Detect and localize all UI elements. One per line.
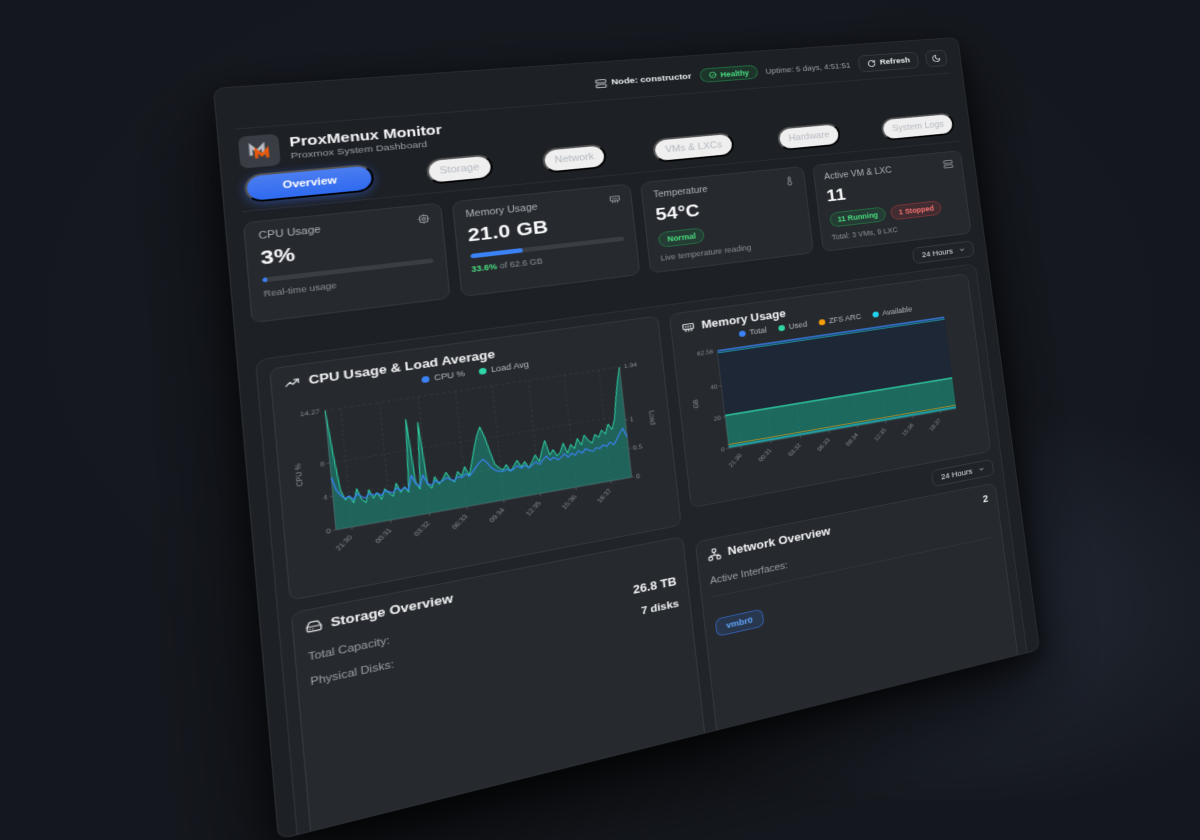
node-indicator: Node: constructor xyxy=(594,72,692,89)
memory-time-range-value: 24 Hours xyxy=(940,467,972,481)
proxmenux-logo xyxy=(238,134,281,169)
storage-capacity-label: Total Capacity: xyxy=(308,635,391,664)
tab-storage[interactable]: Storage xyxy=(425,154,493,185)
refresh-icon xyxy=(866,59,876,68)
svg-text:20: 20 xyxy=(713,414,721,422)
health-status-badge: Healthy xyxy=(699,65,758,83)
storage-capacity-value: 26.8 TB xyxy=(633,575,678,597)
svg-text:62.56: 62.56 xyxy=(696,348,713,357)
svg-text:03:32: 03:32 xyxy=(412,520,432,538)
network-interfaces-value: 2 xyxy=(982,494,988,505)
cpu-progress-fill xyxy=(262,277,268,282)
check-circle-icon xyxy=(708,71,717,79)
trending-up-icon xyxy=(283,375,301,391)
network-interfaces-label: Active Interfaces: xyxy=(710,560,789,587)
refresh-label: Refresh xyxy=(879,56,910,67)
svg-text:15:36: 15:36 xyxy=(900,422,915,437)
chevron-down-icon xyxy=(958,246,966,253)
overview-content-section: CPU Usage & Load Average CPU % Load Avg … xyxy=(255,263,1032,840)
health-label: Healthy xyxy=(720,68,750,78)
svg-text:14.27: 14.27 xyxy=(299,408,320,419)
memory-total-text: of 62.6 GB xyxy=(497,256,543,270)
memory-time-range-select[interactable]: 24 Hours xyxy=(931,459,994,487)
svg-text:8: 8 xyxy=(320,460,325,468)
svg-text:12:35: 12:35 xyxy=(872,427,887,443)
memory-percent-text: 33.6% xyxy=(471,261,498,273)
svg-text:09:34: 09:34 xyxy=(487,506,506,523)
svg-text:GB: GB xyxy=(691,399,700,409)
tab-system-logs[interactable]: System Logs xyxy=(881,112,955,141)
active-vm-lxc-card: Active VM & LXC 11 11 Running 1 Stopped … xyxy=(812,150,972,252)
network-interface-badge[interactable]: vmbr0 xyxy=(714,609,764,637)
svg-text:1.94: 1.94 xyxy=(624,361,638,370)
svg-text:06:33: 06:33 xyxy=(450,513,469,531)
memory-stick-icon xyxy=(608,193,621,205)
svg-text:00:31: 00:31 xyxy=(757,447,773,463)
storage-disks-label: Physical Disks: xyxy=(310,659,395,689)
vm-running-badge: 11 Running xyxy=(829,206,887,227)
node-label: Node: constructor xyxy=(611,72,692,87)
svg-text:18:37: 18:37 xyxy=(927,417,942,432)
svg-text:12:35: 12:35 xyxy=(524,500,543,517)
cpu-usage-card: CPU Usage 3% Real-time usage xyxy=(243,203,450,324)
svg-text:21:30: 21:30 xyxy=(334,534,355,552)
right-column: Memory Usage Total Used ZFS ARC Availabl… xyxy=(669,273,1021,754)
uptime-text: Uptime: 5 days, 4:51:51 xyxy=(765,61,851,75)
tab-hardware[interactable]: Hardware xyxy=(776,123,841,152)
network-title: Network Overview xyxy=(727,525,831,558)
temperature-card: Temperature 54°C Normal Live temperature… xyxy=(640,166,813,273)
svg-text:0: 0 xyxy=(636,472,641,480)
svg-text:09:34: 09:34 xyxy=(844,432,860,448)
server-stack-icon xyxy=(943,159,954,169)
memory-usage-card: Memory Usage 21.0 GB 33.6% of 62.6 GB xyxy=(451,183,640,297)
memory-progress-fill xyxy=(470,248,524,258)
storage-disks-value: 7 disks xyxy=(641,598,680,617)
svg-text:06:33: 06:33 xyxy=(815,437,831,453)
dashboard-panel: Node: constructor Healthy Uptime: 5 days… xyxy=(213,37,1040,840)
svg-text:CPU %: CPU % xyxy=(293,463,305,487)
svg-text:0: 0 xyxy=(720,446,724,454)
thermometer-icon xyxy=(783,175,795,186)
svg-text:15:36: 15:36 xyxy=(560,493,578,510)
vm-stopped-badge: 1 Stopped xyxy=(890,200,942,220)
tab-vms-lxcs[interactable]: VMs & LXCs xyxy=(652,132,735,163)
refresh-button[interactable]: Refresh xyxy=(857,52,919,73)
svg-text:0: 0 xyxy=(326,527,331,536)
theme-toggle-button[interactable] xyxy=(925,50,948,68)
svg-text:0.5: 0.5 xyxy=(633,443,643,452)
left-column: CPU Usage & Load Average CPU % Load Avg … xyxy=(269,315,707,840)
svg-text:Load: Load xyxy=(647,410,657,425)
svg-text:4: 4 xyxy=(323,493,328,502)
memory-stick-icon xyxy=(680,320,695,334)
svg-text:1: 1 xyxy=(629,415,634,423)
server-icon xyxy=(594,78,607,89)
time-range-value: 24 Hours xyxy=(921,247,953,259)
temperature-status-badge: Normal xyxy=(658,227,706,248)
chevron-down-icon xyxy=(978,466,986,474)
moon-icon xyxy=(931,54,941,63)
logo-m-icon xyxy=(243,138,276,165)
svg-text:03:32: 03:32 xyxy=(786,442,802,458)
hard-drive-icon xyxy=(305,618,323,635)
svg-text:40: 40 xyxy=(709,383,717,391)
time-range-select[interactable]: 24 Hours xyxy=(912,240,974,264)
tab-network[interactable]: Network xyxy=(541,144,607,174)
cpu-card-caption: Real-time usage xyxy=(263,269,434,298)
network-nodes-icon xyxy=(706,547,721,562)
svg-text:00:31: 00:31 xyxy=(373,527,393,545)
cpu-chip-icon xyxy=(416,213,430,225)
svg-text:21:30: 21:30 xyxy=(726,452,743,468)
svg-text:18:37: 18:37 xyxy=(595,487,613,504)
